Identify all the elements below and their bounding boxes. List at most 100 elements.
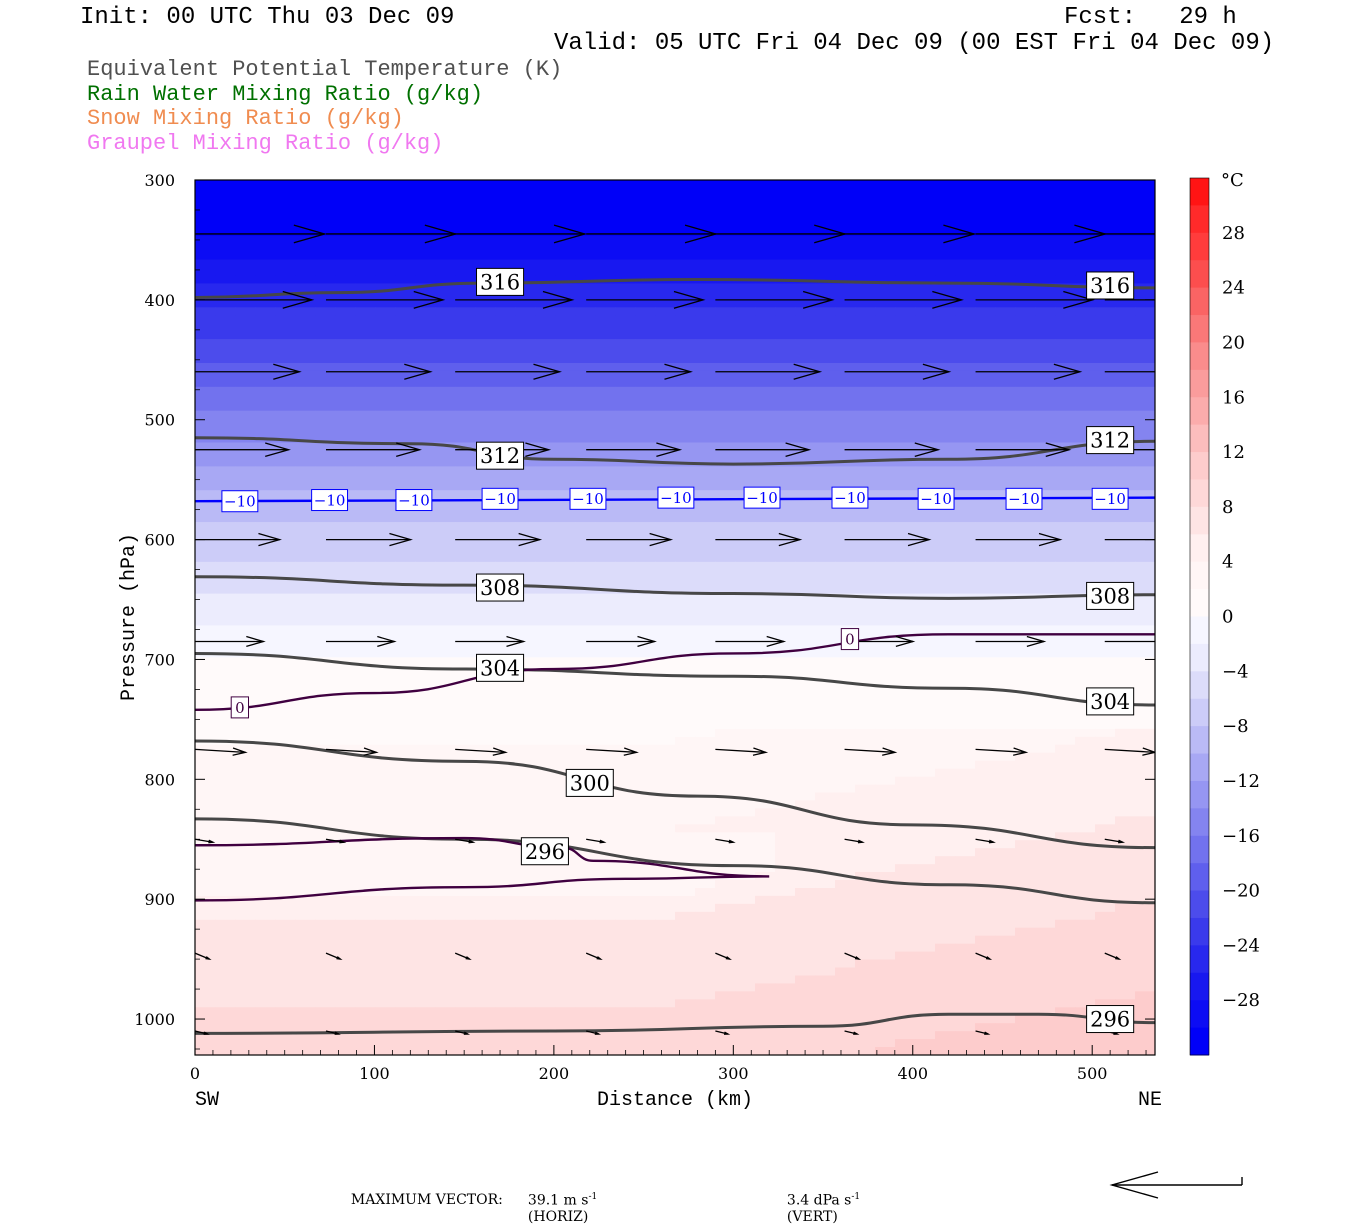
temperature-cell	[1075, 625, 1096, 635]
temperature-cell	[395, 561, 416, 571]
temperature-cell	[855, 211, 876, 221]
temperature-cell	[1055, 673, 1076, 682]
temperature-cell	[395, 681, 416, 690]
temperature-cell	[835, 967, 856, 977]
temperature-cell	[695, 609, 716, 619]
temperature-cell	[235, 959, 256, 969]
temperature-cell	[555, 959, 576, 969]
temperature-cell	[555, 355, 576, 364]
temperature-cell	[295, 553, 316, 563]
temperature-cell	[315, 712, 336, 722]
temperature-cell	[735, 848, 756, 857]
temperature-cell	[335, 307, 356, 316]
temperature-cell	[695, 943, 716, 953]
temperature-cell	[975, 752, 996, 762]
temperature-cell	[195, 720, 216, 730]
temperature-cell	[1055, 490, 1076, 499]
temperature-cell	[335, 283, 356, 292]
temperature-cell	[295, 728, 316, 738]
temperature-cell	[1115, 219, 1136, 229]
temperature-cell	[215, 625, 236, 635]
temperature-cell	[935, 299, 956, 308]
temperature-cell	[875, 386, 896, 396]
temperature-cell	[975, 681, 996, 690]
temperature-cell	[315, 203, 336, 213]
temperature-cell	[855, 911, 876, 921]
temperature-cell	[235, 458, 256, 467]
temperature-cell	[995, 697, 1016, 706]
temperature-cell	[1055, 856, 1076, 865]
temperature-cell	[935, 482, 956, 491]
temperature-cell	[935, 315, 956, 324]
temperature-cell	[815, 426, 836, 436]
temperature-cell	[315, 752, 336, 762]
temperature-cell	[555, 808, 576, 817]
temperature-cell	[295, 426, 316, 436]
temperature-cell	[895, 665, 916, 674]
temperature-cell	[1035, 927, 1056, 937]
temperature-cell	[775, 490, 796, 499]
temperature-cell	[295, 442, 316, 452]
temperature-cell	[1015, 736, 1036, 746]
temperature-cell	[895, 697, 916, 706]
temperature-cell	[355, 450, 376, 460]
temperature-cell	[755, 617, 776, 627]
temperature-cell	[535, 530, 556, 539]
temperature-cell	[375, 665, 396, 674]
temperature-cell	[555, 331, 576, 340]
temperature-cell	[715, 466, 736, 475]
temperature-cell	[355, 299, 376, 308]
temperature-cell	[735, 355, 756, 364]
temperature-cell	[315, 935, 336, 945]
temperature-cell	[735, 577, 756, 587]
temperature-cell	[215, 911, 236, 921]
temperature-cell	[315, 530, 336, 539]
temperature-cell	[655, 601, 676, 611]
temperature-cell	[1115, 784, 1136, 794]
temperature-cell	[915, 744, 936, 754]
temperature-cell	[355, 283, 376, 292]
temperature-cell	[1115, 378, 1136, 388]
temperature-cell	[435, 720, 456, 730]
temperature-cell	[195, 410, 216, 420]
temperature-cell	[475, 355, 496, 364]
temperature-cell	[255, 911, 276, 921]
temperature-cell	[1115, 299, 1136, 308]
temperature-cell	[1095, 259, 1116, 269]
temperature-cell	[895, 219, 916, 229]
temperature-cell	[235, 243, 256, 253]
temperature-cell	[255, 712, 276, 722]
temperature-cell	[795, 394, 816, 404]
temperature-cell	[995, 768, 1016, 778]
temperature-cell	[775, 935, 796, 945]
temperature-cell	[495, 983, 516, 992]
temperature-cell	[875, 482, 896, 491]
temperature-cell	[635, 983, 656, 992]
temperature-cell	[315, 951, 336, 961]
temperature-cell	[795, 434, 816, 444]
temperature-cell	[715, 808, 736, 817]
temperature-cell	[635, 712, 656, 722]
temperature-cell	[995, 211, 1016, 221]
temperature-cell	[915, 856, 936, 865]
temperature-cell	[795, 681, 816, 690]
temperature-cell	[855, 999, 876, 1008]
temperature-cell	[275, 848, 296, 857]
temperature-cell	[475, 808, 496, 817]
temperature-cell	[235, 466, 256, 475]
temperature-cell	[755, 362, 776, 372]
temperature-cell	[215, 975, 236, 985]
temperature-cell	[515, 187, 536, 197]
temperature-cell	[215, 227, 236, 237]
temperature-cell	[235, 410, 256, 420]
temperature-cell	[815, 927, 836, 937]
temperature-cell	[1015, 999, 1036, 1008]
temperature-cell	[535, 903, 556, 913]
temperature-cell	[955, 768, 976, 778]
temperature-cell	[575, 657, 596, 666]
temperature-cell	[775, 283, 796, 292]
temperature-cell	[1095, 864, 1116, 873]
temperature-cell	[235, 943, 256, 953]
temperature-cell	[215, 609, 236, 619]
temperature-cell	[315, 291, 336, 300]
